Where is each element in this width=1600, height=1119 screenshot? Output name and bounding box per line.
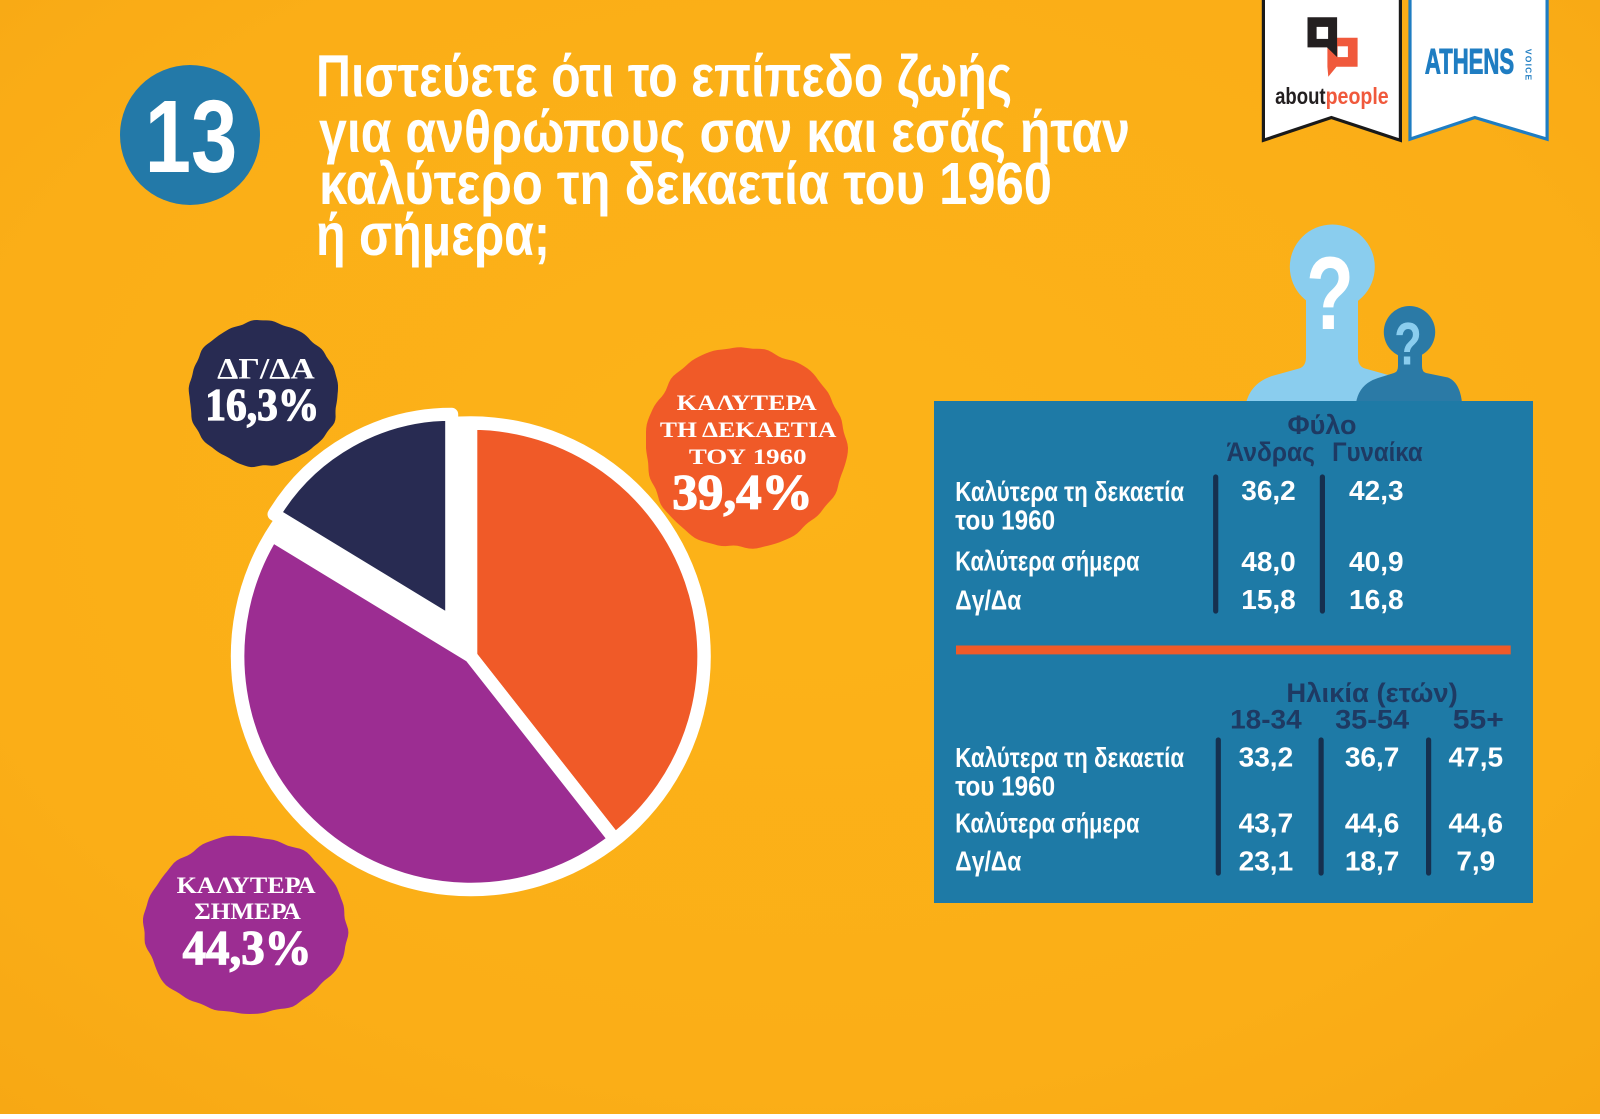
svg-text:ΤΗ ΔΕΚΑΕΤΙΑ: ΤΗ ΔΕΚΑΕΤΙΑ — [660, 417, 837, 442]
svg-text:Δγ/Δα: Δγ/Δα — [955, 584, 1021, 615]
svg-text:του 1960: του 1960 — [955, 771, 1055, 802]
svg-text:του 1960: του 1960 — [955, 504, 1055, 535]
svg-text:Πιστεύετε ότι το επίπεδο ζωής: Πιστεύετε ότι το επίπεδο ζωής — [316, 43, 1012, 109]
svg-text:ή σήμερα;: ή σήμερα; — [316, 202, 550, 268]
svg-text:40,9: 40,9 — [1349, 546, 1404, 577]
svg-text:Ηλικία (ετών): Ηλικία (ετών) — [1286, 678, 1457, 708]
svg-text:ΚΑΛΥΤΕΡΑ: ΚΑΛΥΤΕΡΑ — [677, 390, 818, 415]
svg-text:36,2: 36,2 — [1241, 475, 1296, 506]
svg-text:16,8: 16,8 — [1349, 584, 1404, 615]
svg-text:ΔΓ/ΔΑ: ΔΓ/ΔΑ — [217, 353, 315, 386]
svg-text:VOICE: VOICE — [1524, 49, 1534, 81]
svg-text:people: people — [1326, 83, 1389, 109]
svg-text:44,6: 44,6 — [1345, 807, 1400, 838]
svg-text:?: ? — [1306, 236, 1354, 352]
svg-text:43,7: 43,7 — [1239, 807, 1294, 838]
svg-text:Φύλο: Φύλο — [1288, 410, 1357, 440]
svg-text:ΤΟΥ 1960: ΤΟΥ 1960 — [689, 444, 807, 469]
svg-text:?: ? — [1394, 311, 1422, 378]
svg-text:35-54: 35-54 — [1335, 705, 1409, 735]
svg-text:ATHENS: ATHENS — [1425, 42, 1514, 81]
svg-text:Γυναίκα: Γυναίκα — [1332, 437, 1423, 467]
svg-text:39,4%: 39,4% — [672, 464, 813, 520]
svg-text:Καλύτερα τη δεκαετία: Καλύτερα τη δεκαετία — [955, 742, 1184, 773]
svg-text:about: about — [1275, 83, 1326, 109]
svg-text:Καλύτερα σήμερα: Καλύτερα σήμερα — [955, 545, 1139, 576]
svg-text:Καλύτερα τη δεκαετία: Καλύτερα τη δεκαετία — [955, 476, 1184, 507]
svg-text:Δγ/Δα: Δγ/Δα — [955, 845, 1021, 876]
svg-text:55+: 55+ — [1453, 705, 1504, 735]
svg-text:36,7: 36,7 — [1345, 741, 1400, 772]
svg-text:47,5: 47,5 — [1449, 741, 1504, 772]
svg-text:44,3%: 44,3% — [183, 920, 312, 975]
svg-text:48,0: 48,0 — [1241, 546, 1296, 577]
svg-text:23,1: 23,1 — [1239, 845, 1294, 876]
svg-text:καλύτερο τη δεκαετία του 1960: καλύτερο τη δεκαετία του 1960 — [319, 151, 1052, 217]
svg-text:ΚΑΛΥΤΕΡΑ: ΚΑΛΥΤΕΡΑ — [177, 873, 316, 898]
svg-text:18-34: 18-34 — [1230, 705, 1302, 735]
svg-text:13: 13 — [145, 79, 238, 194]
svg-text:7,9: 7,9 — [1456, 845, 1495, 876]
svg-text:Άνδρας: Άνδρας — [1227, 437, 1315, 467]
svg-text:ΣΗΜΕΡΑ: ΣΗΜΕΡΑ — [194, 899, 301, 924]
svg-text:16,3%: 16,3% — [205, 379, 319, 430]
svg-text:για ανθρώπους σαν και εσάς ήτα: για ανθρώπους σαν και εσάς ήταν — [319, 99, 1130, 165]
svg-text:15,8: 15,8 — [1241, 584, 1296, 615]
svg-text:42,3: 42,3 — [1349, 475, 1404, 506]
svg-text:Καλύτερα σήμερα: Καλύτερα σήμερα — [955, 807, 1139, 838]
svg-text:33,2: 33,2 — [1239, 741, 1294, 772]
svg-text:44,6: 44,6 — [1449, 807, 1504, 838]
svg-text:18,7: 18,7 — [1345, 845, 1400, 876]
